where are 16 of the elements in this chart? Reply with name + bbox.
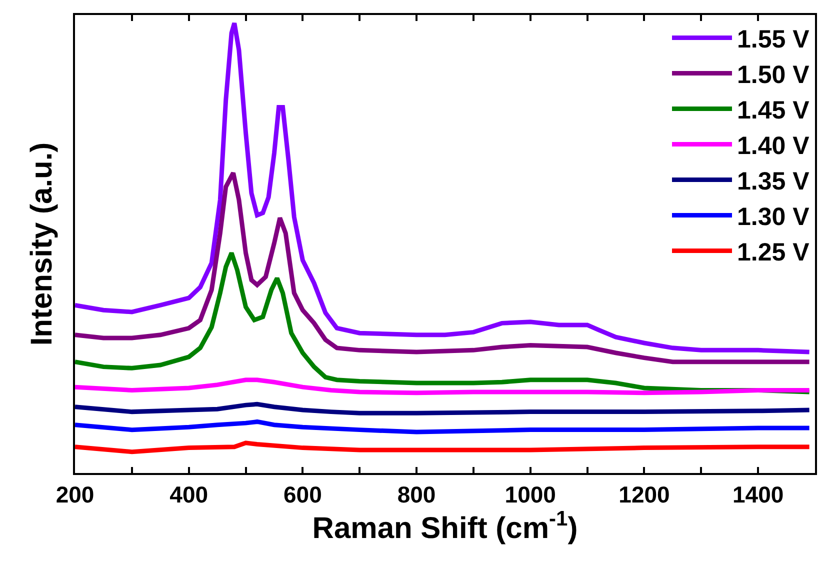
x-tick-label: 1200 [618,482,670,508]
y-axis-title: Intensity (a.u.) [26,142,58,346]
x-axis-title: Raman Shift (cm$^{-1}$) [312,508,578,546]
x-tick-label: 1000 [504,482,556,508]
legend-label: 1.45 V [737,96,810,124]
legend-label: 1.25 V [737,238,810,266]
legend-label: 1.55 V [737,26,810,54]
legend-label: 1.50 V [737,61,810,89]
x-tick-label: 800 [397,482,436,508]
x-tick-label: 400 [170,482,208,508]
x-tick-label: 600 [284,482,322,508]
x-tick-label: 200 [56,482,94,508]
legend-label: 1.35 V [737,168,810,196]
legend-label: 1.30 V [737,203,810,231]
x-tick-label: 1400 [732,482,784,508]
legend-label: 1.40 V [737,132,810,160]
